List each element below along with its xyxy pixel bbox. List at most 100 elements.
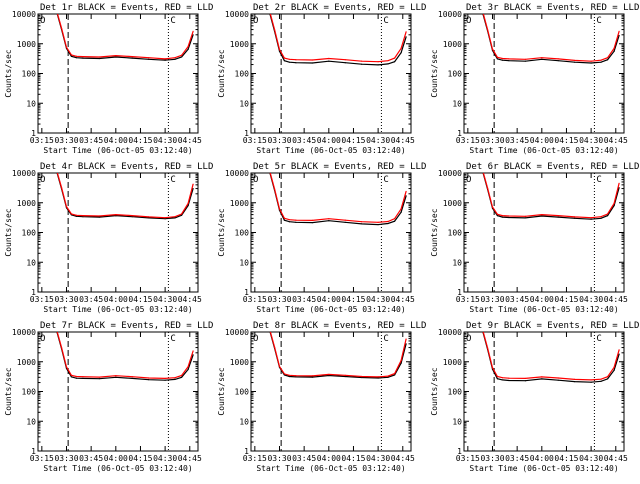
y-tick-label: 1	[457, 447, 462, 456]
detector-panel-5: Det 5r BLACK = Events, RED = LLD 1 10 100 10…	[217, 162, 426, 314]
data-point-events	[295, 62, 297, 64]
data-point-lld	[393, 57, 396, 59]
y-tick-label: 100	[448, 229, 463, 238]
data-point-lld	[295, 219, 297, 221]
y-tick-label: 10000	[225, 328, 249, 337]
data-point-lld	[174, 216, 176, 218]
data-point-lld	[344, 374, 346, 376]
data-point-events	[574, 61, 576, 63]
data-point-lld	[618, 30, 620, 33]
y-tick-label: 100	[448, 70, 463, 79]
x-tick-label: 04:45	[604, 295, 628, 304]
data-point-lld	[60, 187, 63, 189]
data-point-lld	[60, 27, 63, 29]
data-point-lld	[508, 58, 510, 60]
end-marker: C	[596, 175, 601, 185]
y-tick-label: 10000	[225, 169, 249, 178]
data-point-lld	[164, 58, 166, 60]
data-point-events	[405, 36, 407, 38]
data-point-events	[70, 55, 73, 57]
data-point-events	[501, 59, 503, 61]
data-point-events	[618, 353, 620, 355]
x-tick-label: 04:30	[153, 454, 177, 463]
data-point-events	[180, 214, 183, 216]
y-tick-label: 100	[22, 70, 37, 79]
x-tick-label: 03:15	[30, 136, 54, 145]
data-point-events	[164, 218, 166, 220]
x-tick-label: 03:30	[54, 295, 78, 304]
data-point-lld	[278, 365, 281, 367]
x-tick-label: 03:45	[292, 295, 316, 304]
data-point-events	[600, 217, 602, 219]
data-point-lld	[65, 206, 68, 208]
data-point-events	[606, 378, 609, 380]
y-axis-label: Counts/sec	[430, 49, 439, 97]
detector-panel-7: Det 7r BLACK = Events, RED = LLD 1 10 100 10…	[4, 321, 213, 473]
x-tick-label: 03:15	[456, 136, 480, 145]
x-tick-label: 04:30	[366, 295, 390, 304]
data-point-lld	[600, 59, 602, 61]
data-point-lld	[60, 346, 63, 349]
data-point-events	[400, 52, 402, 54]
x-tick-label: 04:15	[341, 295, 365, 304]
data-point-events	[148, 217, 150, 219]
data-point-events	[164, 379, 166, 381]
x-tick-label: 03:30	[480, 454, 504, 463]
data-point-events	[75, 215, 77, 217]
y-tick-label: 1000	[443, 40, 462, 49]
data-point-lld	[618, 182, 620, 184]
x-tick-label: 04:15	[554, 454, 578, 463]
x-tick-label: 03:30	[480, 295, 504, 304]
data-point-lld	[70, 213, 73, 215]
y-tick-label: 1000	[443, 358, 462, 367]
data-point-lld	[98, 376, 100, 378]
data-point-lld	[600, 378, 602, 380]
y-axis-label: Counts/sec	[430, 208, 439, 256]
data-point-events	[187, 48, 189, 50]
x-tick-label: 03:45	[79, 454, 103, 463]
y-tick-label: 1000	[230, 199, 249, 208]
data-point-lld	[377, 61, 379, 63]
data-point-lld	[192, 350, 194, 352]
data-point-events	[115, 56, 117, 58]
x-tick-label: 04:30	[366, 454, 390, 463]
data-point-lld	[98, 215, 100, 217]
data-point-events	[344, 62, 346, 64]
end-marker: C	[170, 334, 175, 344]
data-point-events	[131, 377, 133, 380]
data-point-events	[600, 380, 602, 382]
x-tick-label: 03:30	[54, 136, 78, 145]
start-marker: O	[40, 16, 45, 26]
x-axis-label: Start Time (06-Oct-05 03:12:40)	[469, 464, 618, 473]
data-point-events	[361, 63, 363, 65]
x-tick-label: 04:45	[604, 454, 628, 463]
data-point-lld	[148, 377, 150, 379]
end-marker: C	[383, 175, 388, 185]
data-point-lld	[613, 47, 615, 49]
detector-panel-9: Det 9r BLACK = Events, RED = LLD 1 10 100 10…	[430, 321, 639, 473]
detector-panel-4: Det 4r BLACK = Events, RED = LLD 1 10 100 10…	[4, 162, 213, 314]
x-tick-label: 04:30	[579, 295, 603, 304]
data-point-lld	[405, 190, 407, 193]
data-point-lld	[486, 187, 489, 189]
data-point-lld	[508, 377, 510, 379]
data-point-events	[606, 214, 609, 217]
start-marker: O	[40, 334, 45, 344]
x-tick-label: 03:15	[243, 454, 267, 463]
data-point-lld	[606, 213, 609, 215]
data-point-lld	[387, 60, 389, 62]
data-point-events	[174, 217, 176, 219]
data-point-lld	[618, 349, 620, 351]
start-marker: O	[253, 175, 258, 185]
y-tick-label: 1000	[230, 358, 249, 367]
data-point-lld	[393, 218, 396, 220]
end-marker: C	[170, 16, 175, 26]
x-tick-label: 04:45	[604, 136, 628, 145]
data-point-lld	[344, 59, 346, 61]
x-tick-label: 03:45	[505, 295, 529, 304]
start-marker: O	[253, 334, 258, 344]
x-tick-label: 04:00	[530, 295, 554, 304]
y-axis-label: Counts/sec	[217, 208, 226, 256]
data-point-lld	[574, 59, 576, 62]
y-tick-label: 100	[448, 388, 463, 397]
